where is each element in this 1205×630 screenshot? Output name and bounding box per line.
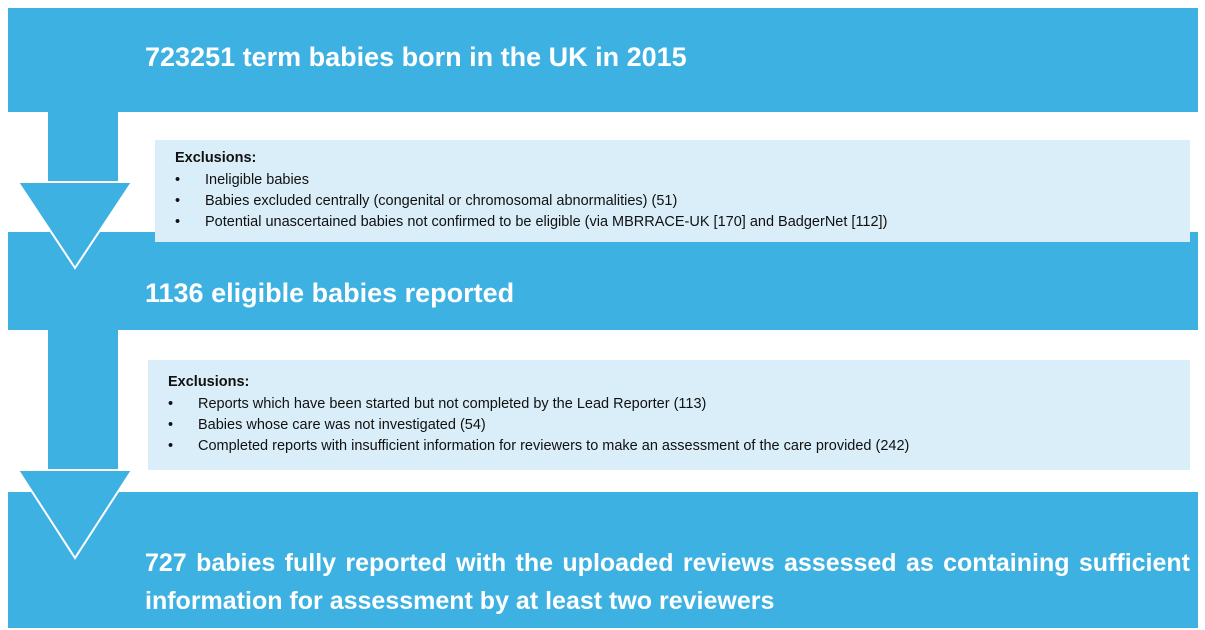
step-label: 727 babies fully reported with the uploa… — [145, 549, 1190, 615]
exclusion-item: Completed reports with insufficient info… — [168, 436, 1170, 457]
step-bar — [8, 232, 1198, 330]
exclusion-list: Ineligible babies Babies excluded centra… — [175, 170, 1170, 233]
exclusion-item: Babies whose care was not investigated (… — [168, 415, 1170, 436]
exclusion-list: Reports which have been started but not … — [168, 394, 1170, 457]
exclusion-item: Ineligible babies — [175, 170, 1170, 191]
exclusion-heading: Exclusions: — [175, 150, 257, 166]
exclusion-item: Babies excluded centrally (congenital or… — [175, 191, 1170, 212]
exclusion-box: Exclusions: Ineligible babies Babies exc… — [155, 140, 1190, 242]
step-label: 1136 eligible babies reported — [145, 278, 515, 308]
step-bar — [8, 492, 1198, 628]
step-bar — [8, 8, 1198, 112]
arrow-head — [16, 469, 134, 560]
step-label: 723251 term babies born in the UK in 201… — [145, 42, 687, 72]
arrow-stem — [48, 330, 118, 480]
arrow-head — [16, 181, 134, 270]
arrow-stem — [48, 112, 118, 192]
exclusion-item: Reports which have been started but not … — [168, 394, 1170, 415]
exclusion-item: Potential unascertained babies not confi… — [175, 212, 1170, 233]
exclusion-heading: Exclusions: — [168, 374, 250, 390]
exclusion-box: Exclusions: Reports which have been star… — [148, 360, 1190, 470]
